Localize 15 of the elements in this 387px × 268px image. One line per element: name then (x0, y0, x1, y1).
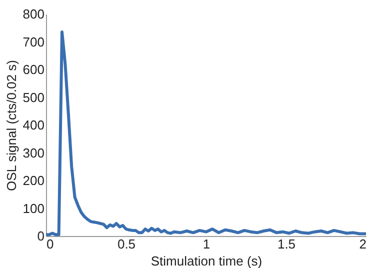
y-tick-label: 700 (22, 34, 44, 50)
y-tick-label: 200 (22, 173, 44, 188)
x-tick-label: 2 (359, 236, 366, 252)
y-tick-label: 600 (22, 62, 44, 77)
y-tick-label: 100 (22, 200, 44, 216)
y-tick-label: 800 (22, 6, 44, 22)
x-axis-title: Stimulation time (s) (150, 254, 262, 268)
x-tick-label: 0.5 (117, 236, 136, 252)
x-tick-label: 0 (46, 236, 54, 252)
x-tick-label: 1 (202, 236, 210, 252)
y-tick-label: 400 (22, 118, 44, 132)
y-tick-label: 500 (22, 90, 44, 105)
y-axis-title: OSL signal (cts/0.02 s) (4, 60, 19, 192)
x-tick-label: 1.5 (277, 236, 296, 252)
y-tick-label: 300 (22, 145, 44, 160)
